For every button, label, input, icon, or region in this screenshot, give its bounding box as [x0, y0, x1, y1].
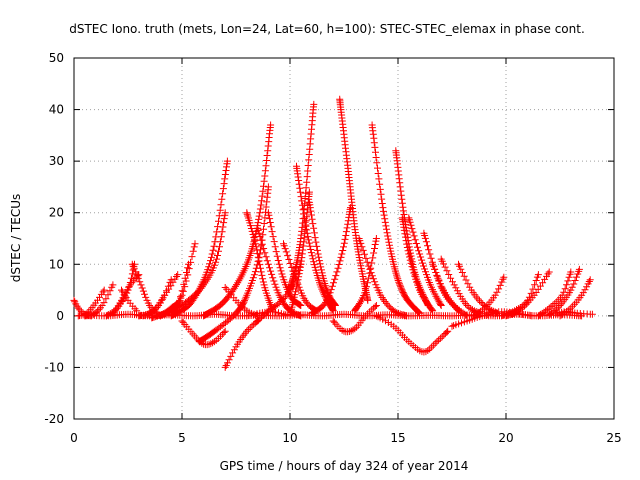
- data-arc: [398, 214, 437, 315]
- data-arc: [293, 162, 337, 315]
- data-arc: [405, 214, 445, 309]
- y-tick-label: -10: [44, 360, 64, 374]
- data-arc: [368, 121, 424, 317]
- x-tick-label: 10: [282, 431, 297, 445]
- y-tick-label: 10: [49, 257, 64, 271]
- x-axis-label: GPS time / hours of day 324 of year 2014: [220, 459, 469, 473]
- x-tick-labels: 0 5 10 15 20 25: [70, 431, 621, 445]
- data-arc: [305, 198, 339, 309]
- x-tick-label: 5: [178, 431, 186, 445]
- data-arc: [286, 100, 318, 294]
- y-axis-label: dSTEC / TECUs: [9, 194, 23, 283]
- x-tick-label: 20: [498, 431, 513, 445]
- data-arc: [81, 310, 586, 320]
- y-tick-label: 40: [49, 103, 64, 117]
- data-arc: [200, 121, 275, 320]
- x-tick-label: 25: [606, 431, 621, 445]
- y-tick-labels: -20 -10 0 10 20 30 40 50: [44, 51, 64, 426]
- data-arc: [221, 317, 262, 371]
- x-tick-label: 0: [70, 431, 78, 445]
- axis-ticks: [73, 57, 615, 420]
- y-tick-label: 30: [49, 154, 64, 168]
- y-tick-label: 50: [49, 51, 64, 65]
- y-tick-label: 20: [49, 206, 64, 220]
- data-arc: [336, 95, 372, 304]
- chart-title: dSTEC Iono. truth (mets, Lon=24, Lat=60,…: [69, 22, 585, 36]
- data-arc: [178, 317, 229, 349]
- y-tick-label: -20: [44, 412, 64, 426]
- data-series: [70, 95, 596, 371]
- data-arc: [455, 260, 501, 317]
- data-arc: [243, 209, 277, 315]
- y-tick-label: 0: [56, 309, 64, 323]
- plot-frame: [73, 57, 615, 420]
- data-arc: [118, 286, 141, 315]
- grid-lines: [74, 58, 614, 419]
- data-arc: [351, 235, 380, 315]
- x-tick-label: 15: [390, 431, 405, 445]
- data-arc: [264, 209, 305, 309]
